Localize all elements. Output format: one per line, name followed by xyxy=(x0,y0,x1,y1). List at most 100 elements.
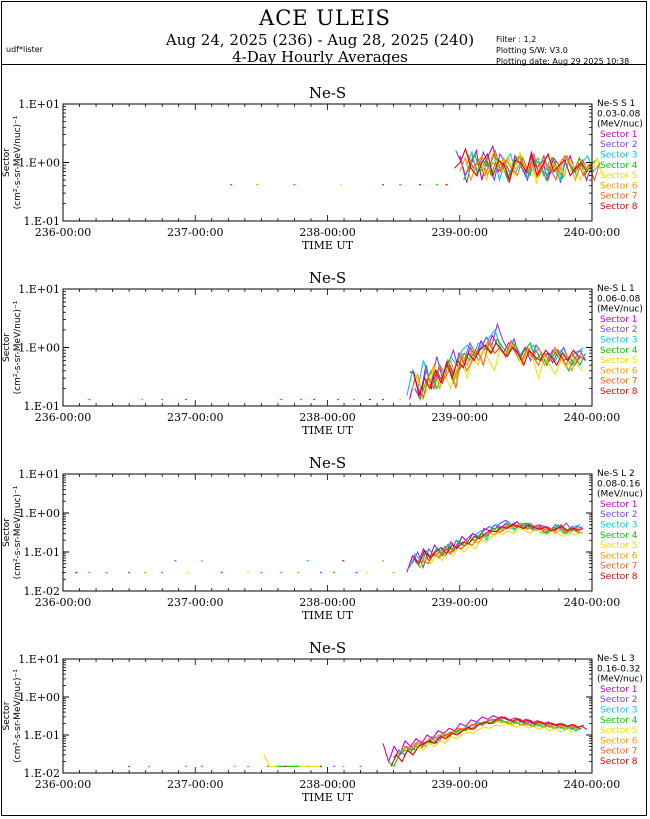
legend: Ne-S L 10.06-0.08(MeV/nuc)Sector 1Sector… xyxy=(597,284,643,397)
date-range: Aug 24, 2025 (236) - Aug 28, 2025 (240) xyxy=(165,31,475,49)
series-line-sector-7 xyxy=(467,148,601,182)
data-point xyxy=(293,184,296,186)
legend-sector-2: Sector 2 xyxy=(600,140,638,150)
data-point xyxy=(297,571,300,574)
x-tick-label: 240-00:00 xyxy=(564,778,620,791)
legend-sector-4: Sector 4 xyxy=(600,531,638,541)
x-tick-label: 239-00:00 xyxy=(432,226,488,239)
y-axis-label: Sector xyxy=(2,701,12,730)
legend: Ne-S L 20.08-0.16(MeV/nuc)Sector 1Sector… xyxy=(597,469,643,582)
series-line-sector-6 xyxy=(416,524,583,565)
data-point xyxy=(128,765,131,768)
data-point xyxy=(143,571,146,574)
data-point xyxy=(342,765,345,768)
x-tick-label: 240-00:00 xyxy=(564,226,620,239)
plot-area-frame xyxy=(62,658,593,774)
data-point xyxy=(184,398,187,401)
averaging-label: 4-Day Hourly Averages xyxy=(232,48,408,66)
data-point xyxy=(333,765,336,768)
legend-sector-3: Sector 3 xyxy=(600,706,638,716)
y-tick-label: 1.E-01 xyxy=(24,400,60,413)
series-line-sector-8 xyxy=(454,147,588,182)
x-axis-label: TIME UT xyxy=(302,609,354,622)
legend-energy: 0.16-0.32 xyxy=(597,664,640,674)
x-tick-label: 236-00:00 xyxy=(35,778,91,791)
data-point xyxy=(337,398,340,401)
x-tick-label: 237-00:00 xyxy=(167,411,223,424)
data-point xyxy=(161,571,164,574)
panel-title: Ne-S xyxy=(309,454,346,472)
series-line-sector-5 xyxy=(469,150,604,185)
series-line-sector-8 xyxy=(413,524,579,565)
legend-sector-8: Sector 8 xyxy=(600,202,638,212)
series-line-sector-4 xyxy=(419,337,586,400)
x-tick-label: 239-00:00 xyxy=(432,778,488,791)
legend-sector-4: Sector 4 xyxy=(600,346,638,356)
data-point xyxy=(306,560,309,562)
data-point xyxy=(229,184,232,186)
data-point xyxy=(247,765,250,768)
panel-title: Ne-S xyxy=(309,639,346,657)
header-divider xyxy=(1,64,647,65)
data-point xyxy=(368,398,371,401)
series-line-sector-7 xyxy=(403,717,576,751)
legend-sector-8: Sector 8 xyxy=(600,387,638,397)
x-tick-label: 239-00:00 xyxy=(432,596,488,609)
panel-title: Ne-S xyxy=(309,269,346,287)
data-point xyxy=(280,571,283,574)
data-point xyxy=(200,765,203,768)
data-point xyxy=(313,398,316,401)
legend-sector-2: Sector 2 xyxy=(600,325,638,335)
x-tick-label: 238-00:00 xyxy=(299,411,355,424)
data-point xyxy=(333,571,336,574)
legend-sector-4: Sector 4 xyxy=(600,161,638,171)
y-tick-label: 1.E+01 xyxy=(18,653,60,666)
legend-sector-5: Sector 5 xyxy=(600,171,638,181)
data-point xyxy=(147,765,150,768)
legend-channel: Ne-S S 1 xyxy=(597,99,635,109)
data-point xyxy=(247,571,250,574)
series-line-sector-8 xyxy=(412,341,580,398)
legend-sector-7: Sector 7 xyxy=(600,747,638,757)
legend-sector-8: Sector 8 xyxy=(600,572,638,582)
x-tick-label: 238-00:00 xyxy=(299,778,355,791)
legend-units: (MeV/nuc) xyxy=(597,305,643,315)
data-point xyxy=(260,571,263,574)
legend-sector-2: Sector 2 xyxy=(600,695,638,705)
filter-label: Filter : 1,2 xyxy=(496,35,537,44)
data-point xyxy=(187,571,190,574)
plot-metadata: Filter : 1,2 Plotting S/W: V3.0 Plotting… xyxy=(496,34,629,67)
x-tick-label: 238-00:00 xyxy=(299,226,355,239)
y-axis-units: (cm²-s-sr-MeV/nuc)⁻¹ xyxy=(13,485,23,579)
legend-sector-6: Sector 6 xyxy=(600,736,638,746)
data-point xyxy=(382,184,385,186)
data-point xyxy=(266,765,269,768)
x-tick-label: 240-00:00 xyxy=(564,596,620,609)
panel-title: Ne-S xyxy=(309,84,346,102)
legend-sector-7: Sector 7 xyxy=(600,192,638,202)
plot-title: ACE ULEIS xyxy=(259,6,391,30)
x-tick-label: 237-00:00 xyxy=(167,226,223,239)
data-point xyxy=(233,765,236,768)
legend-channel: Ne-S L 1 xyxy=(597,284,635,294)
x-tick-label: 238-00:00 xyxy=(299,596,355,609)
data-point xyxy=(161,398,164,401)
y-axis-units: (cm²-s-sr-MeV/nuc)⁻¹ xyxy=(13,300,23,394)
data-point xyxy=(105,571,108,574)
legend: Ne-S S 10.03-0.08(MeV/nuc)Sector 1Sector… xyxy=(597,99,643,212)
data-point xyxy=(88,398,91,401)
data-point xyxy=(382,398,385,401)
legend-channel: Ne-S L 3 xyxy=(597,654,635,664)
legend-sector-5: Sector 5 xyxy=(600,541,638,551)
legend-sector-6: Sector 6 xyxy=(600,366,638,376)
x-tick-label: 240-00:00 xyxy=(564,411,620,424)
legend-sector-3: Sector 3 xyxy=(600,151,638,161)
x-axis-label: TIME UT xyxy=(302,424,354,437)
legend-sector-7: Sector 7 xyxy=(600,562,638,572)
x-tick-label: 236-00:00 xyxy=(35,596,91,609)
data-point xyxy=(359,765,362,768)
